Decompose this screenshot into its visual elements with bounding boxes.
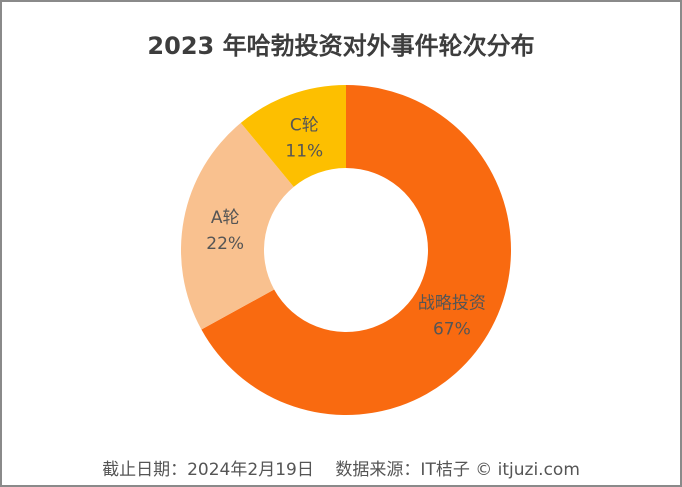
slice-2 (240, 85, 346, 187)
footer-source: 截止日期：2024年2月19日 数据来源：IT桔子 © itjuzi.com (102, 460, 580, 480)
slice-label: 战略投资 (418, 294, 486, 314)
slice-value-label: 22% (206, 234, 244, 254)
slice-value-label: 67% (433, 320, 471, 340)
slice-value-label: 11% (285, 141, 323, 161)
slice-1 (181, 122, 294, 330)
slice-label: A轮 (211, 208, 240, 228)
slice-0 (201, 85, 512, 416)
chart-title: 2023 年哈勃投资对外事件轮次分布 (147, 32, 535, 60)
slice-label: C轮 (290, 115, 319, 135)
